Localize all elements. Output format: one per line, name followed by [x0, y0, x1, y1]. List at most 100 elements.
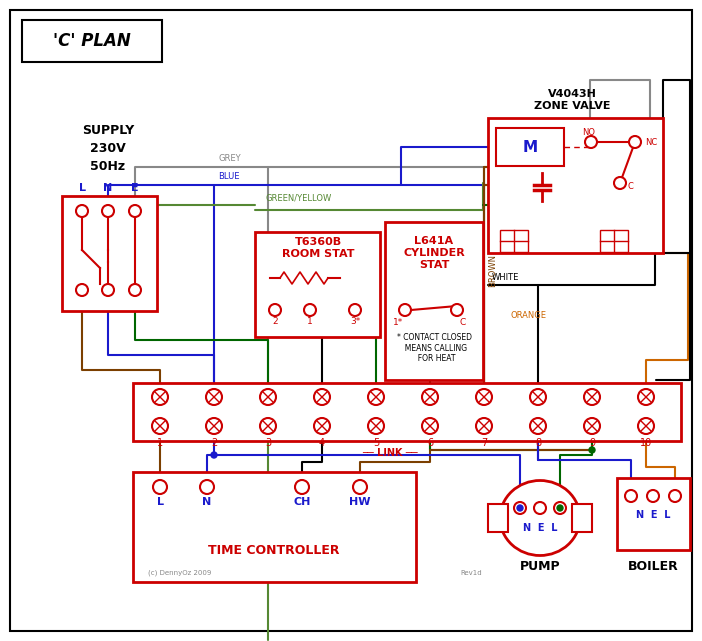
- Circle shape: [629, 136, 641, 148]
- Ellipse shape: [500, 481, 580, 556]
- Text: Rev1d: Rev1d: [460, 570, 482, 576]
- Text: L: L: [79, 183, 86, 193]
- Polygon shape: [385, 222, 483, 380]
- Circle shape: [206, 389, 222, 405]
- Text: TIME CONTROLLER: TIME CONTROLLER: [208, 544, 340, 556]
- Polygon shape: [488, 118, 663, 253]
- Text: 4: 4: [319, 438, 325, 448]
- Text: 2: 2: [211, 438, 217, 448]
- Circle shape: [102, 284, 114, 296]
- Text: L641A
CYLINDER
STAT: L641A CYLINDER STAT: [403, 237, 465, 270]
- Polygon shape: [22, 20, 162, 62]
- Circle shape: [295, 480, 309, 494]
- Circle shape: [260, 389, 276, 405]
- Circle shape: [625, 490, 637, 502]
- Text: N  E  L: N E L: [636, 510, 670, 520]
- Circle shape: [368, 418, 384, 434]
- Circle shape: [314, 418, 330, 434]
- Polygon shape: [133, 472, 416, 582]
- Text: 1: 1: [307, 317, 313, 326]
- Polygon shape: [496, 128, 564, 166]
- Circle shape: [584, 389, 600, 405]
- Circle shape: [514, 502, 526, 514]
- Text: N: N: [103, 183, 112, 193]
- Circle shape: [517, 505, 523, 511]
- Text: 9: 9: [589, 438, 595, 448]
- Polygon shape: [255, 232, 380, 337]
- Circle shape: [206, 418, 222, 434]
- Text: * CONTACT CLOSED
  MEANS CALLING
  FOR HEAT: * CONTACT CLOSED MEANS CALLING FOR HEAT: [397, 333, 472, 363]
- Polygon shape: [133, 383, 681, 441]
- Text: 1: 1: [157, 438, 163, 448]
- Circle shape: [76, 284, 88, 296]
- Text: L: L: [157, 497, 164, 507]
- Text: M: M: [522, 140, 538, 154]
- Text: N  E  L: N E L: [523, 523, 557, 533]
- Circle shape: [152, 418, 168, 434]
- Text: C: C: [628, 181, 634, 190]
- Circle shape: [530, 418, 546, 434]
- Text: 8: 8: [535, 438, 541, 448]
- Circle shape: [76, 205, 88, 217]
- Text: NC: NC: [645, 138, 657, 147]
- Text: WHITE: WHITE: [492, 273, 519, 282]
- Text: 7: 7: [481, 438, 487, 448]
- Text: CH: CH: [293, 497, 311, 507]
- Circle shape: [669, 490, 681, 502]
- Text: V4043H
ZONE VALVE: V4043H ZONE VALVE: [534, 89, 610, 111]
- Text: SUPPLY
230V
50Hz: SUPPLY 230V 50Hz: [82, 124, 134, 172]
- Polygon shape: [617, 478, 690, 550]
- Circle shape: [647, 490, 659, 502]
- Polygon shape: [62, 196, 157, 311]
- Circle shape: [102, 205, 114, 217]
- Circle shape: [534, 502, 546, 514]
- Text: GREEN/YELLOW: GREEN/YELLOW: [265, 193, 331, 202]
- Text: HW: HW: [350, 497, 371, 507]
- Circle shape: [451, 304, 463, 316]
- Text: 10: 10: [640, 438, 652, 448]
- Text: 'C' PLAN: 'C' PLAN: [53, 32, 131, 50]
- Circle shape: [585, 136, 597, 148]
- Text: 3*: 3*: [350, 317, 360, 326]
- Text: GREY: GREY: [218, 154, 241, 163]
- Text: T6360B
ROOM STAT: T6360B ROOM STAT: [282, 237, 355, 259]
- Circle shape: [554, 502, 566, 514]
- Circle shape: [368, 389, 384, 405]
- Circle shape: [476, 389, 492, 405]
- Text: 1*: 1*: [393, 317, 403, 326]
- Polygon shape: [488, 504, 508, 532]
- Circle shape: [211, 452, 217, 458]
- Circle shape: [638, 418, 654, 434]
- Circle shape: [638, 389, 654, 405]
- Circle shape: [260, 418, 276, 434]
- Text: ── LINK ──: ── LINK ──: [362, 448, 418, 458]
- Circle shape: [353, 480, 367, 494]
- Circle shape: [349, 304, 361, 316]
- Circle shape: [614, 177, 626, 189]
- Text: PUMP: PUMP: [519, 560, 560, 572]
- Circle shape: [557, 505, 563, 511]
- Text: NO: NO: [583, 128, 595, 137]
- Polygon shape: [572, 504, 592, 532]
- Circle shape: [589, 447, 595, 453]
- Circle shape: [152, 389, 168, 405]
- Text: ORANGE: ORANGE: [510, 311, 546, 320]
- Circle shape: [530, 389, 546, 405]
- Text: N: N: [202, 497, 211, 507]
- Text: BLUE: BLUE: [218, 172, 239, 181]
- Text: C: C: [460, 317, 466, 326]
- Polygon shape: [500, 230, 528, 252]
- Text: 2: 2: [272, 317, 278, 326]
- Circle shape: [476, 418, 492, 434]
- Circle shape: [153, 480, 167, 494]
- Circle shape: [422, 418, 438, 434]
- Text: 5: 5: [373, 438, 379, 448]
- Circle shape: [399, 304, 411, 316]
- Circle shape: [200, 480, 214, 494]
- Text: BROWN: BROWN: [488, 253, 497, 287]
- Text: BOILER: BOILER: [628, 560, 678, 574]
- Polygon shape: [600, 230, 628, 252]
- Circle shape: [314, 389, 330, 405]
- Text: 6: 6: [427, 438, 433, 448]
- Text: (c) DennyOz 2009: (c) DennyOz 2009: [148, 570, 211, 576]
